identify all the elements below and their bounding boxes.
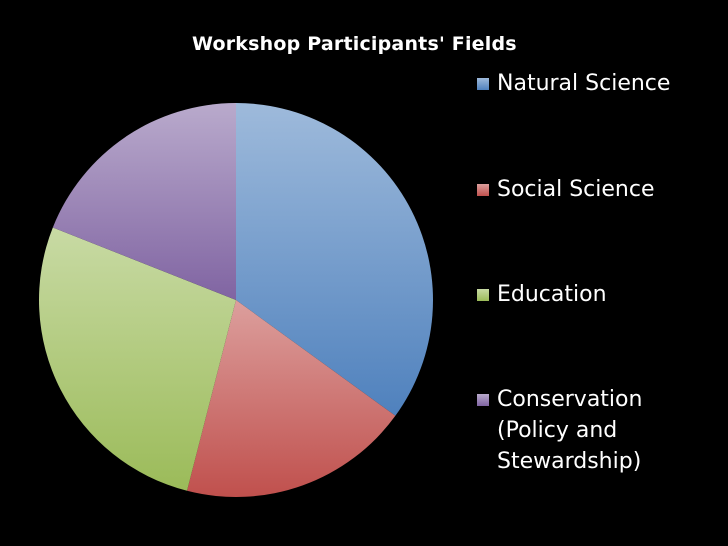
legend-label: Social Science	[497, 177, 655, 202]
legend-item: Conservation (Policy and Stewardship)	[477, 384, 697, 477]
legend-swatch	[477, 394, 489, 406]
legend-swatch	[477, 289, 489, 301]
legend-label: Conservation (Policy and Stewardship)	[497, 387, 643, 474]
legend-item: Natural Science	[477, 68, 697, 99]
chart-title: Workshop Participants' Fields	[192, 33, 517, 55]
pie-slice-education	[38, 227, 236, 491]
legend-swatch	[477, 78, 489, 90]
legend-swatch	[477, 184, 489, 196]
pie-slice-conservation	[52, 103, 237, 300]
legend-label: Natural Science	[497, 71, 671, 96]
pie-slice-natural	[236, 103, 433, 416]
legend-item: Social Science	[477, 174, 697, 205]
pie-slice-social	[187, 300, 396, 497]
legend-label: Education	[497, 282, 607, 307]
legend-item: Education	[477, 279, 697, 310]
